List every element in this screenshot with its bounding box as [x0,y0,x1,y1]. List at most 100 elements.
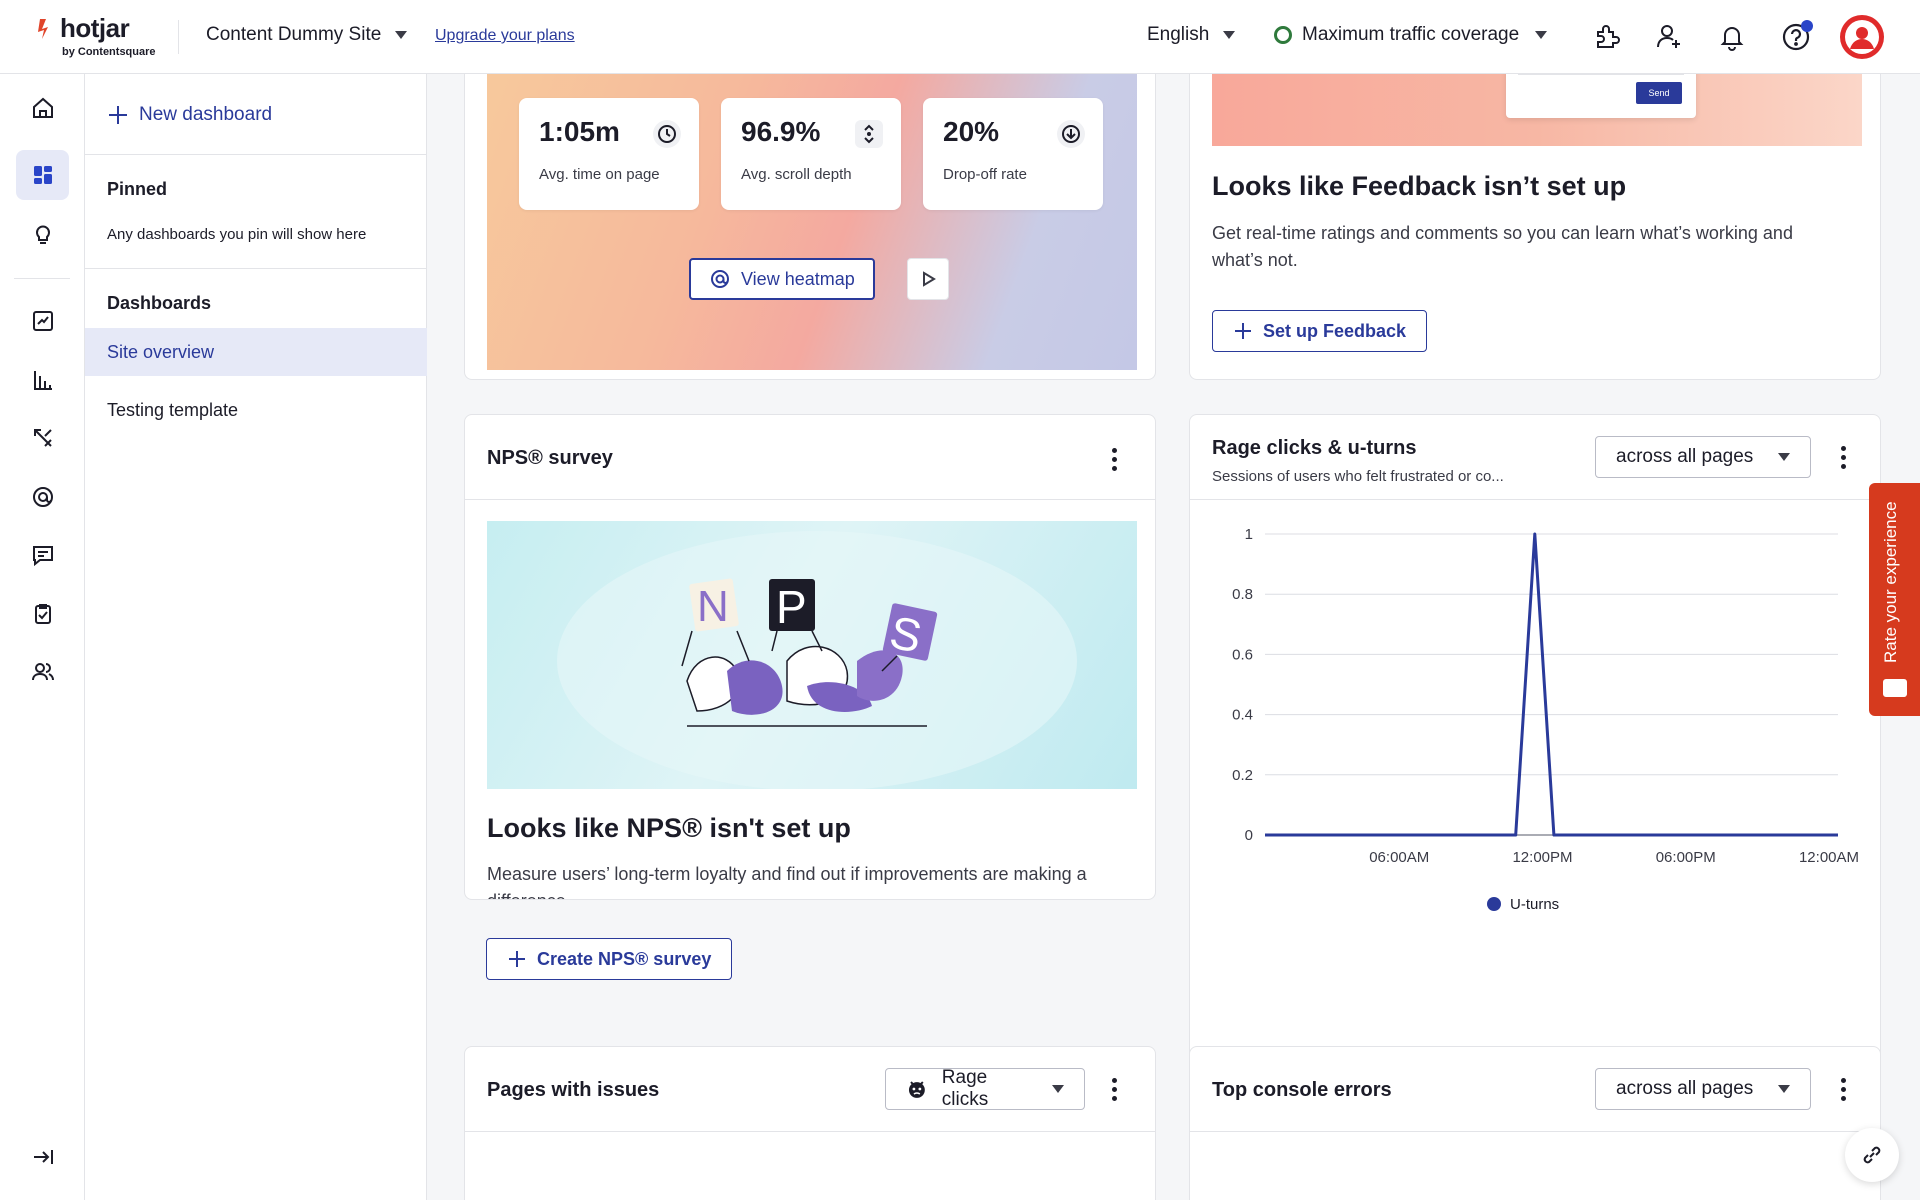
card-title: Top console errors [1212,1079,1392,1101]
dashboard-item-site-overview[interactable]: Site overview [85,328,427,376]
preview-send-button: Send [1636,82,1682,104]
metric-value: 20% [943,116,1000,147]
rail-home[interactable] [16,83,69,133]
y-tick-label: 0.2 [1232,767,1253,784]
more-options-icon[interactable] [1102,443,1126,475]
rage-clicks-card: Rage clicks & u-turns Sessions of users … [1189,414,1881,1086]
rail-heatmaps[interactable] [16,472,69,522]
link-icon [1863,1146,1881,1164]
set-up-feedback-button[interactable]: Set up Feedback [1212,310,1428,352]
chevron-down-icon [395,31,408,39]
dropdown-label: across all pages [1616,446,1754,467]
logo-brand: hotjar [60,13,130,43]
avatar[interactable] [1840,15,1884,59]
language-label: English [1147,24,1210,45]
collapse-icon [33,1150,53,1164]
chevron-down-icon [1223,31,1236,39]
drop-icon [1057,120,1085,148]
x-tick-label: 12:00PM [1512,849,1572,866]
more-options-icon[interactable] [1102,1073,1126,1105]
x-tick-label: 12:00AM [1799,849,1859,866]
pinned-note: Any dashboards you pin will show here [107,226,367,243]
status-dot-icon [1274,26,1292,44]
nps-heading: Looks like NPS® isn't set up [487,813,851,843]
plus-icon [509,951,525,967]
dashboard-icon [33,166,52,184]
metric-label: Avg. scroll depth [741,166,852,183]
feedback-heading: Looks like Feedback isn’t set up [1212,171,1627,201]
top-bar: hotjar by Contentsquare Content Dummy Si… [0,0,1920,74]
rail-trends[interactable] [16,296,69,346]
metric-label: Avg. time on page [539,166,660,183]
site-selector[interactable]: Content Dummy Site [206,24,408,46]
feedback-widget-preview: Send [1506,74,1696,118]
legend-marker [1487,897,1501,911]
metric-time-on-page: 1:05m Avg. time on page [519,98,699,210]
user-avatar-icon [1845,20,1879,54]
y-tick-label: 1 [1245,526,1253,543]
upgrade-link[interactable]: Upgrade your plans [435,27,575,44]
topbar-divider [178,20,179,54]
rail-funnels[interactable] [16,355,69,405]
heatmap-preview: 1:05m Avg. time on page 96.9% Avg. scrol… [487,74,1137,370]
main-content: 1:05m Avg. time on page 96.9% Avg. scrol… [428,74,1920,1200]
dropdown-label: Rage clicks [941,1067,989,1110]
feedback-body: Get real-time ratings and comments so yo… [1212,223,1793,270]
language-selector[interactable]: English [1147,24,1236,46]
play-recording-button[interactable] [907,258,949,300]
y-tick-label: 0 [1245,827,1253,844]
new-dashboard-label: New dashboard [139,104,273,125]
hotjar-logo[interactable]: hotjar by Contentsquare [36,13,176,61]
heatmap-card: 1:05m Avg. time on page 96.9% Avg. scrol… [464,74,1156,380]
integrations-button[interactable] [1587,18,1625,56]
rail-surveys[interactable] [16,589,69,639]
rate-experience-tab[interactable]: Rate your experience [1869,483,1920,716]
metric-drop-off: 20% Drop-off rate [923,98,1103,210]
left-rail [0,74,85,1200]
dropdown-label: across all pages [1616,1078,1754,1099]
more-options-icon[interactable] [1831,441,1855,473]
rail-journeys[interactable] [16,413,69,463]
funnels-icon [33,371,52,390]
set-up-feedback-label: Set up Feedback [1263,320,1407,341]
feedback-preview: Send [1212,74,1862,146]
create-nps-survey-button[interactable]: Create NPS® survey [486,938,733,980]
site-name: Content Dummy Site [206,24,382,45]
rail-collapse[interactable] [16,1132,69,1182]
issue-type-dropdown[interactable]: Rage clicks [885,1067,1085,1110]
traffic-label: Maximum traffic coverage [1302,24,1520,45]
card-divider [465,499,1155,500]
help-button[interactable] [1777,18,1815,56]
more-options-icon[interactable] [1831,1073,1855,1105]
feedback-card: Send Looks like Feedback isn’t set up Ge… [1189,74,1881,380]
traffic-coverage-selector[interactable]: Maximum traffic coverage [1274,24,1548,46]
dashboard-item-label: Site overview [107,341,215,362]
series-line-u-turns [1265,532,1838,837]
notifications-button[interactable] [1713,18,1751,56]
pinned-heading: Pinned [107,179,168,199]
x-tick-label: 06:00AM [1369,849,1429,866]
dashboards-panel: New dashboard Pinned Any dashboards you … [85,74,427,1200]
copy-link-button[interactable] [1845,1128,1899,1182]
view-heatmap-button[interactable]: View heatmap [689,258,875,300]
dashboard-item-testing-template[interactable]: Testing template [85,386,427,434]
rail-interviews[interactable] [16,647,69,697]
dashboards-heading: Dashboards [107,293,212,313]
chevron-down-icon [1778,1085,1790,1093]
pages-filter-dropdown[interactable]: across all pages [1595,436,1811,478]
pages-filter-dropdown[interactable]: across all pages [1595,1068,1811,1110]
hotjar-flame-icon [38,19,48,39]
nps-illustration: N P S [487,521,1137,791]
home-icon [32,97,53,118]
rail-insights[interactable] [16,209,69,259]
invite-user-button[interactable] [1650,18,1688,56]
new-dashboard-button[interactable]: New dashboard [107,104,272,126]
rage-face-icon [908,1081,925,1098]
rail-feedback[interactable] [16,530,69,580]
rail-dashboards[interactable] [16,150,69,200]
lightbulb-icon [35,225,50,244]
card-title: Rage clicks & u-turns [1212,437,1417,459]
rage-clicks-chart: 1 0.8 0.6 0.4 0.2 0 06:00AM 12:00PM 06:00PM 12:00… [1232,526,1859,913]
metric-value: 96.9% [741,116,821,147]
y-tick-label: 0.6 [1232,646,1253,663]
